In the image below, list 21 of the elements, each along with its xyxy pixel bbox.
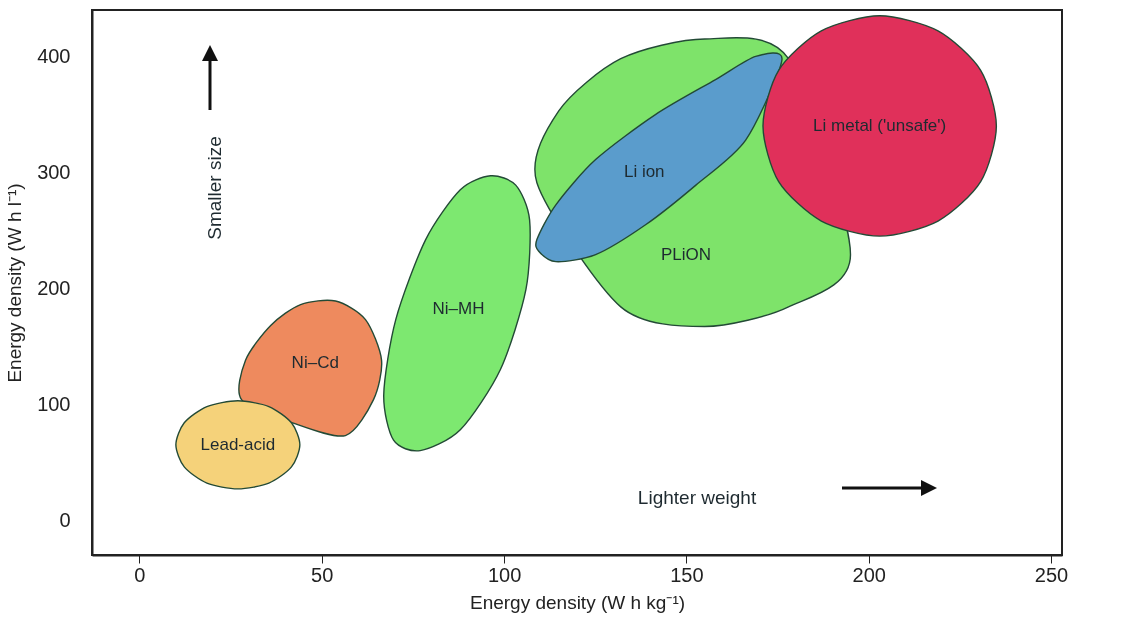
series-label: PLiON — [660, 244, 712, 264]
annotation: Smaller size — [204, 136, 225, 240]
series-label: Lead-acid — [200, 434, 276, 454]
y-tick-label: 0 — [59, 508, 71, 531]
x-tick-label: 200 — [852, 563, 886, 586]
series-label: Li ion — [623, 161, 665, 181]
y-tick-label: 300 — [37, 160, 71, 183]
series-label: Ni–Cd — [291, 352, 339, 372]
x-tick-label: 50 — [311, 563, 334, 586]
y-tick-label: 400 — [37, 44, 71, 67]
y-tick-label: 200 — [37, 276, 71, 299]
x-tick-label: 0 — [134, 563, 146, 586]
annotation: Lighter weight — [637, 487, 757, 508]
y-tick-label: 100 — [37, 392, 71, 415]
series-label: Ni–MH — [432, 298, 485, 318]
x-tick-label: 150 — [670, 563, 704, 586]
series-label: Li metal ('unsafe') — [813, 115, 947, 135]
x-axis-title: Energy density (W h kg⁻¹) — [469, 591, 686, 613]
x-tick-label: 250 — [1034, 563, 1069, 586]
y-axis-title: Energy density (W h l⁻¹) — [4, 183, 26, 383]
x-tick-label: 100 — [487, 563, 522, 586]
